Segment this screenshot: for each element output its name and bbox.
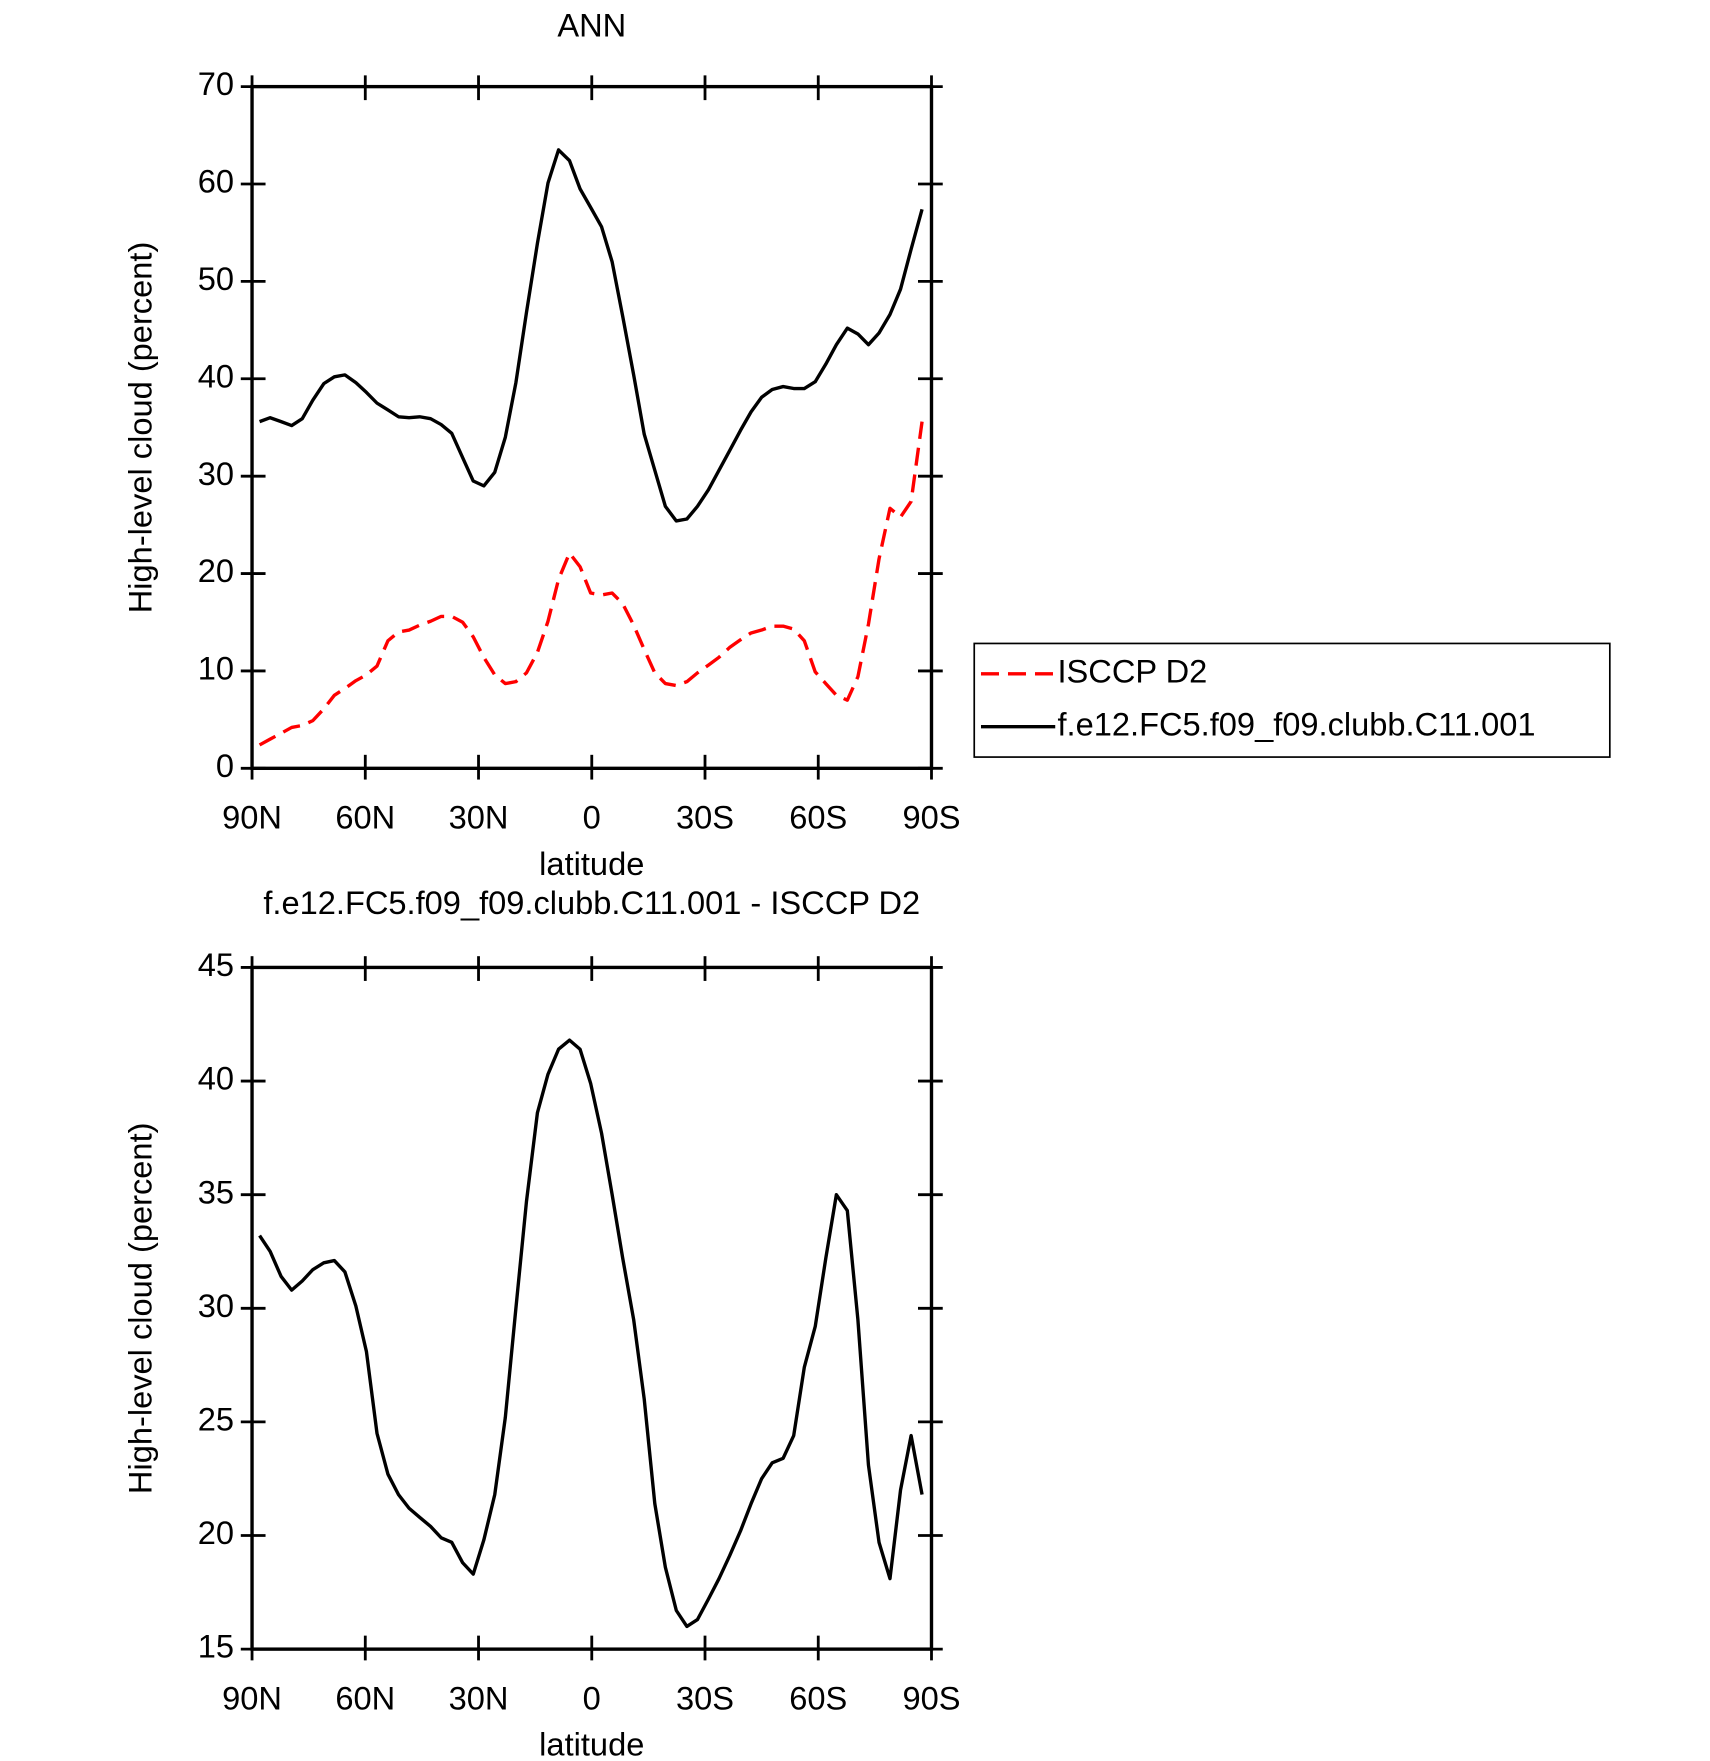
plot-frame (250, 84, 934, 771)
x-tick-label: 0 (583, 1679, 601, 1716)
x-tick-label: 60N (335, 1679, 395, 1716)
y-tick-label: 45 (198, 946, 234, 983)
y-tick-label: 70 (198, 65, 234, 102)
x-tick-label: 0 (583, 799, 601, 836)
y-tick-label: 20 (198, 1514, 234, 1551)
x-tick-label: 90N (222, 799, 282, 836)
chart-title: f.e12.FC5.f09_f09.clubb.C11.001 - ISCCP … (263, 884, 920, 921)
panel: ANN High-level cloud (percent) latitude 0 10… (122, 7, 961, 882)
legend-box (973, 642, 1611, 758)
series-line (258, 1038, 924, 1629)
y-tick-label: 10 (198, 650, 234, 687)
x-tick-label: 60S (789, 1679, 847, 1716)
x-tick-label: 30S (676, 799, 734, 836)
plot-frame (250, 965, 934, 1651)
legend-label: ISCCP D2 (1057, 652, 1207, 689)
series-line (258, 421, 924, 747)
y-tick-label: 30 (198, 455, 234, 492)
y-axis-label: High-level cloud (percent) (122, 1123, 159, 1495)
y-tick-label: 35 (198, 1173, 234, 1210)
x-tick-label: 90S (902, 1679, 960, 1716)
chart-title: ANN (557, 7, 626, 44)
y-tick-label: 60 (198, 163, 234, 200)
series-line (259, 148, 924, 523)
x-tick-label: 90N (222, 1679, 282, 1716)
panel: f.e12.FC5.f09_f09.clubb.C11.001 - ISCCP … (122, 884, 961, 1761)
x-axis-label: latitude (539, 845, 644, 882)
x-tick-label: 30N (449, 1679, 509, 1716)
legend-label: f.e12.FC5.f09_f09.clubb.C11.001 (1057, 705, 1535, 742)
y-tick-label: 30 (198, 1287, 234, 1324)
y-axis-label: High-level cloud (percent) (122, 242, 159, 614)
x-tick-label: 30N (449, 799, 509, 836)
y-tick-label: 25 (198, 1401, 234, 1438)
y-tick-label: 40 (198, 1060, 234, 1097)
x-tick-label: 90S (902, 799, 960, 836)
x-tick-label: 60N (335, 799, 395, 836)
x-axis-label: latitude (539, 1726, 644, 1756)
y-tick-label: 40 (198, 357, 234, 394)
y-tick-label: 20 (198, 552, 234, 589)
x-tick-label: 30S (676, 1679, 734, 1716)
y-tick-label: 50 (198, 260, 234, 297)
y-tick-label: 0 (216, 747, 234, 784)
y-tick-label: 15 (198, 1628, 234, 1665)
x-tick-label: 60S (789, 799, 847, 836)
